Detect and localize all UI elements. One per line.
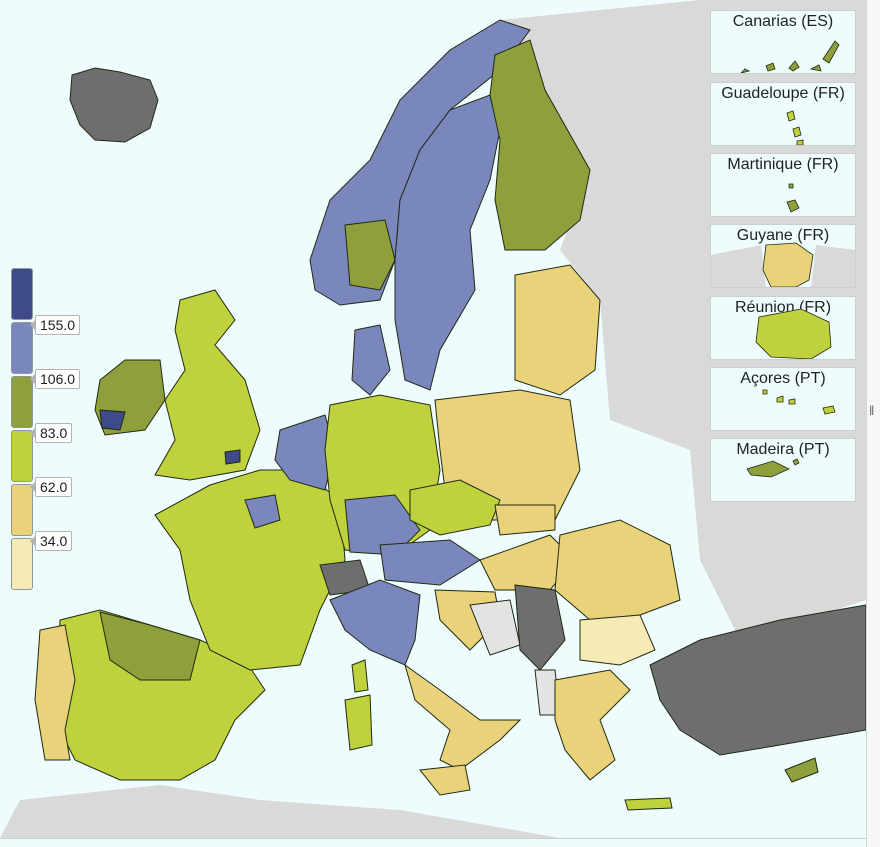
legend-tick-label: 62.0 bbox=[29, 477, 73, 497]
corsica-region[interactable] bbox=[351, 659, 369, 693]
legend-swatch[interactable] bbox=[11, 268, 33, 320]
italy-region[interactable] bbox=[329, 579, 421, 666]
sweden-region[interactable] bbox=[394, 94, 501, 391]
legend-swatch[interactable] bbox=[11, 430, 33, 482]
dublin-region[interactable] bbox=[99, 409, 126, 431]
inset-madeira[interactable]: Madeira (PT) bbox=[710, 438, 856, 502]
paris-region[interactable] bbox=[244, 494, 281, 529]
inset-title: Guadeloupe (FR) bbox=[721, 85, 845, 102]
germany-south-region[interactable] bbox=[344, 494, 421, 556]
bottom-divider bbox=[0, 838, 866, 839]
inset-guadeloupe[interactable]: Guadeloupe (FR) bbox=[710, 82, 856, 146]
legend-tick-label: 155.0 bbox=[29, 315, 81, 335]
vertical-bars-icon[interactable]: ‖ bbox=[869, 403, 875, 418]
sardinia-region[interactable] bbox=[344, 694, 373, 751]
legend-swatch[interactable] bbox=[11, 484, 33, 536]
spain-north-region[interactable] bbox=[99, 611, 201, 681]
inset-guyane[interactable]: Guyane (FR) bbox=[710, 224, 856, 288]
turkey-region[interactable] bbox=[649, 604, 866, 756]
sweden-inland-region[interactable] bbox=[344, 219, 396, 291]
denmark-region[interactable] bbox=[351, 324, 391, 396]
benelux-region[interactable] bbox=[274, 414, 336, 491]
romania-region[interactable] bbox=[554, 519, 681, 621]
inset-map bbox=[786, 110, 804, 145]
inset-title: Madeira (PT) bbox=[736, 441, 830, 458]
inset-map bbox=[762, 389, 836, 415]
inset-title: Martinique (FR) bbox=[727, 156, 839, 173]
inset-map bbox=[746, 458, 800, 478]
legend: 155.0 106.0 83.0 62.0 34.0 bbox=[11, 268, 91, 598]
bulgaria-region[interactable] bbox=[579, 614, 656, 666]
baltics-region[interactable] bbox=[514, 264, 601, 396]
north-africa-region bbox=[0, 785, 560, 838]
legend-tick-label: 83.0 bbox=[29, 423, 73, 443]
italy-south-region[interactable] bbox=[404, 663, 522, 771]
austria-region[interactable] bbox=[379, 539, 481, 586]
portugal-region[interactable] bbox=[34, 624, 76, 761]
sidebar-strip bbox=[866, 0, 880, 847]
legend-swatch[interactable] bbox=[11, 538, 33, 590]
finland-region[interactable] bbox=[489, 39, 591, 251]
inset-acores[interactable]: Açores (PT) bbox=[710, 367, 856, 431]
inset-title: Açores (PT) bbox=[740, 370, 826, 387]
inset-map bbox=[711, 242, 855, 287]
inset-map bbox=[755, 308, 832, 359]
inset-map bbox=[740, 40, 840, 73]
slovakia-region[interactable] bbox=[494, 504, 556, 536]
czechia-region[interactable] bbox=[409, 479, 501, 536]
legend-swatch[interactable] bbox=[11, 322, 33, 374]
legend-tick-label: 34.0 bbox=[29, 531, 73, 551]
crete-region[interactable] bbox=[624, 797, 673, 811]
greece-region[interactable] bbox=[554, 669, 631, 781]
inset-reunion[interactable]: Réunion (FR) bbox=[710, 296, 856, 360]
iceland-region[interactable] bbox=[69, 67, 159, 143]
great-britain-region[interactable] bbox=[154, 289, 261, 481]
serbia-region[interactable] bbox=[514, 584, 566, 671]
inset-map bbox=[786, 183, 800, 213]
legend-swatch[interactable] bbox=[11, 376, 33, 428]
inset-canarias[interactable]: Canarias (ES) bbox=[710, 10, 856, 74]
inset-title: Guyane (FR) bbox=[736, 227, 830, 244]
cyprus-region[interactable] bbox=[784, 757, 819, 783]
france-region[interactable] bbox=[154, 469, 346, 671]
legend-tick-label: 106.0 bbox=[29, 369, 81, 389]
inset-title: Canarias (ES) bbox=[732, 13, 834, 30]
inset-martinique[interactable]: Martinique (FR) bbox=[710, 153, 856, 217]
sicily-region[interactable] bbox=[419, 764, 471, 796]
london-region[interactable] bbox=[224, 449, 241, 465]
